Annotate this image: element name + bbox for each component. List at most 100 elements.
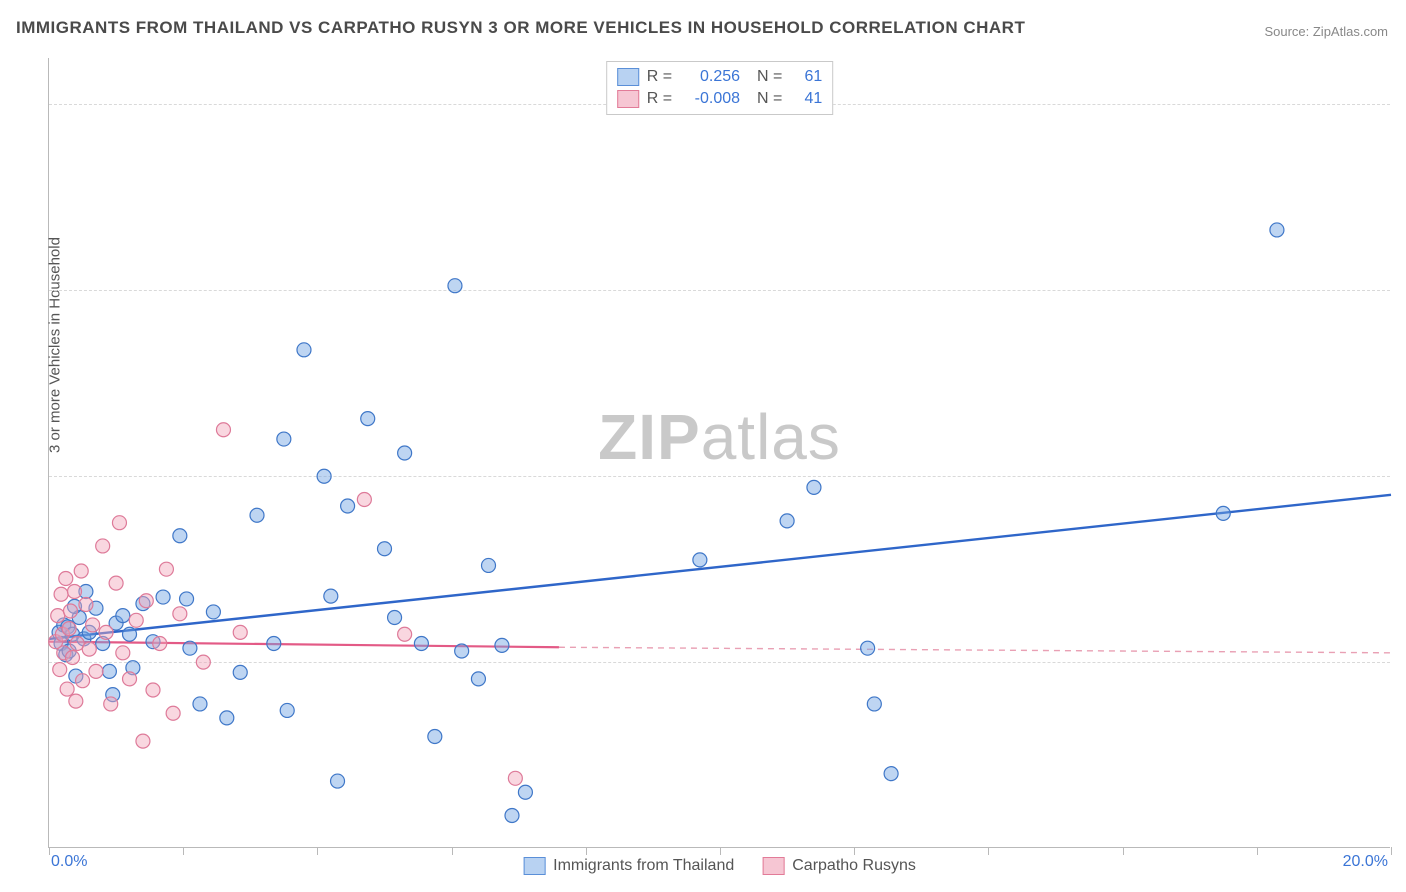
data-point bbox=[74, 564, 88, 578]
data-point bbox=[250, 508, 264, 522]
y-tick-label: 60.0% bbox=[1402, 281, 1406, 299]
y-tick-label: 80.0% bbox=[1402, 95, 1406, 113]
x-tick bbox=[1123, 847, 1124, 855]
data-point bbox=[136, 734, 150, 748]
data-point bbox=[206, 605, 220, 619]
data-point bbox=[69, 694, 83, 708]
data-point bbox=[196, 655, 210, 669]
legend-item: Immigrants from Thailand bbox=[523, 857, 734, 875]
data-point bbox=[518, 785, 532, 799]
data-point bbox=[112, 516, 126, 530]
data-point bbox=[414, 637, 428, 651]
data-point bbox=[67, 584, 81, 598]
data-point bbox=[63, 604, 77, 618]
plot-area: 3 or more Vehicles in Household ZIPatlas… bbox=[48, 58, 1390, 848]
x-tick bbox=[317, 847, 318, 855]
x-tick bbox=[586, 847, 587, 855]
data-point bbox=[139, 594, 153, 608]
data-point bbox=[153, 637, 167, 651]
x-axis-max-label: 20.0% bbox=[1343, 853, 1388, 871]
data-point bbox=[398, 627, 412, 641]
data-point bbox=[82, 642, 96, 656]
data-point bbox=[280, 703, 294, 717]
legend-swatch bbox=[762, 857, 784, 875]
legend-swatch bbox=[523, 857, 545, 875]
trend-line-extrapolated bbox=[559, 647, 1391, 653]
legend-label: Immigrants from Thailand bbox=[553, 857, 734, 875]
data-point bbox=[53, 663, 67, 677]
data-point bbox=[166, 706, 180, 720]
data-point bbox=[129, 613, 143, 627]
data-point bbox=[123, 627, 137, 641]
data-point bbox=[156, 590, 170, 604]
data-point bbox=[79, 597, 93, 611]
data-point bbox=[60, 682, 74, 696]
x-tick bbox=[988, 847, 989, 855]
data-point bbox=[884, 767, 898, 781]
x-tick bbox=[854, 847, 855, 855]
data-point bbox=[297, 343, 311, 357]
data-point bbox=[54, 587, 68, 601]
data-point bbox=[455, 644, 469, 658]
data-point bbox=[693, 553, 707, 567]
data-point bbox=[317, 469, 331, 483]
x-tick bbox=[49, 847, 50, 855]
y-tick-label: 20.0% bbox=[1402, 653, 1406, 671]
data-point bbox=[867, 697, 881, 711]
data-point bbox=[267, 637, 281, 651]
x-tick bbox=[183, 847, 184, 855]
data-point bbox=[505, 808, 519, 822]
data-point bbox=[331, 774, 345, 788]
x-tick bbox=[1391, 847, 1392, 855]
data-point bbox=[59, 571, 73, 585]
data-point bbox=[146, 683, 160, 697]
legend-label: Carpatho Rusyns bbox=[792, 857, 916, 875]
data-point bbox=[123, 672, 137, 686]
x-tick bbox=[1257, 847, 1258, 855]
data-point bbox=[89, 664, 103, 678]
data-point bbox=[361, 412, 375, 426]
data-point bbox=[482, 558, 496, 572]
data-point bbox=[86, 618, 100, 632]
data-point bbox=[861, 641, 875, 655]
data-point bbox=[471, 672, 485, 686]
legend-item: Carpatho Rusyns bbox=[762, 857, 916, 875]
data-point bbox=[216, 423, 230, 437]
data-point bbox=[96, 539, 110, 553]
data-point bbox=[104, 697, 118, 711]
data-point bbox=[220, 711, 234, 725]
data-point bbox=[193, 697, 207, 711]
y-tick-label: 40.0% bbox=[1402, 467, 1406, 485]
data-point bbox=[1216, 506, 1230, 520]
data-point bbox=[233, 625, 247, 639]
data-point bbox=[277, 432, 291, 446]
chart-title: IMMIGRANTS FROM THAILAND VS CARPATHO RUS… bbox=[16, 18, 1025, 38]
data-point bbox=[173, 529, 187, 543]
data-point bbox=[99, 625, 113, 639]
data-point bbox=[398, 446, 412, 460]
x-axis-min-label: 0.0% bbox=[51, 853, 87, 871]
data-point bbox=[448, 279, 462, 293]
source-attribution: Source: ZipAtlas.com bbox=[1264, 24, 1388, 39]
data-point bbox=[378, 542, 392, 556]
data-point bbox=[62, 622, 76, 636]
data-point bbox=[173, 607, 187, 621]
data-point bbox=[180, 592, 194, 606]
data-point bbox=[116, 609, 130, 623]
data-point bbox=[183, 641, 197, 655]
data-point bbox=[233, 665, 247, 679]
data-point bbox=[324, 589, 338, 603]
data-point bbox=[495, 638, 509, 652]
data-point bbox=[159, 562, 173, 576]
x-tick bbox=[720, 847, 721, 855]
data-point bbox=[51, 609, 65, 623]
series-legend: Immigrants from Thailand Carpatho Rusyns bbox=[523, 857, 916, 875]
data-point bbox=[76, 674, 90, 688]
data-point bbox=[508, 771, 522, 785]
data-point bbox=[109, 576, 123, 590]
data-point bbox=[357, 492, 371, 506]
data-point bbox=[102, 664, 116, 678]
data-point bbox=[65, 650, 79, 664]
x-tick bbox=[452, 847, 453, 855]
data-point bbox=[388, 611, 402, 625]
